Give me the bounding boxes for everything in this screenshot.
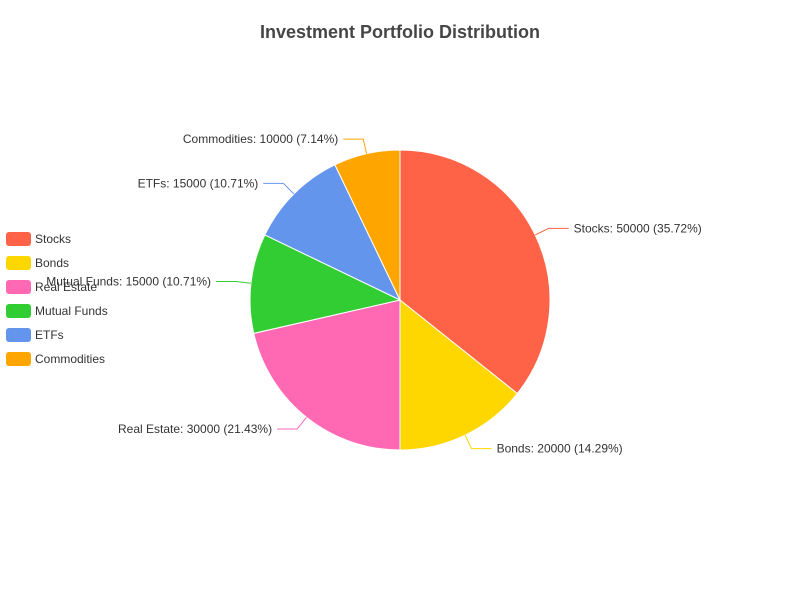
legend-label-real-estate: Real Estate (35, 280, 97, 294)
legend-item-mutual-funds[interactable]: Mutual Funds (6, 304, 108, 318)
chart-title: Investment Portfolio Distribution (260, 22, 540, 42)
slice-real-estate[interactable] (253, 299, 401, 451)
slice-bonds[interactable] (399, 298, 518, 451)
slice-label-bonds: Bonds: 20000 (14.29%) (497, 442, 623, 456)
slice-label-mutual-funds: Mutual Funds: 15000 (10.71%) (46, 275, 211, 289)
leader-line-commodities (343, 138, 368, 154)
leader-line-etfs (263, 182, 295, 195)
slice-mutual-funds[interactable] (249, 234, 402, 334)
slice-label-stocks: Stocks: 50000 (35.72%) (574, 221, 702, 235)
slice-etfs[interactable] (264, 164, 402, 302)
legend-item-etfs[interactable]: ETFs (6, 328, 64, 342)
slice-stocks[interactable] (399, 149, 551, 395)
legend-label-stocks: Stocks (35, 232, 71, 246)
pie-slices (249, 149, 551, 451)
leader-line-real-estate (277, 416, 307, 430)
legend-swatch-stocks (6, 232, 31, 246)
legend-label-mutual-funds: Mutual Funds (35, 304, 108, 318)
legend-swatch-real-estate (6, 280, 31, 294)
legend-item-commodities[interactable]: Commodities (6, 352, 105, 366)
leader-line-stocks (534, 227, 569, 236)
legend-swatch-commodities (6, 352, 31, 366)
legend-label-etfs: ETFs (35, 328, 64, 342)
slice-labels: Stocks: 50000 (35.72%) Bonds: 20000 (14.2… (46, 132, 701, 456)
slice-commodities[interactable] (334, 149, 401, 301)
legend-label-commodities: Commodities (35, 352, 105, 366)
slice-label-commodities: Commodities: 10000 (7.14%) (183, 132, 338, 146)
legend-item-stocks[interactable]: Stocks (6, 232, 71, 246)
legend-item-bonds[interactable]: Bonds (6, 256, 69, 270)
leader-line-mutual-funds (216, 281, 251, 284)
legend-item-real-estate[interactable]: Real Estate (6, 280, 97, 294)
slice-label-etfs: ETFs: 15000 (10.71%) (138, 176, 259, 190)
legend: Stocks Bonds Real Estate Mutual Funds ETFs Co… (6, 232, 108, 366)
legend-label-bonds: Bonds (35, 256, 69, 270)
legend-swatch-mutual-funds (6, 304, 31, 318)
legend-swatch-etfs (6, 328, 31, 342)
slice-label-real-estate: Real Estate: 30000 (21.43%) (118, 422, 272, 436)
leader-line-bonds (464, 434, 492, 450)
legend-swatch-bonds (6, 256, 31, 270)
